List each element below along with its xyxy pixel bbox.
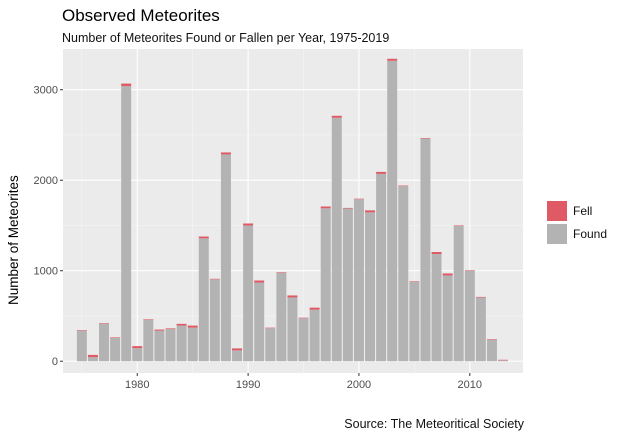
bar-fell-1979 bbox=[121, 83, 132, 87]
bar-fell-1987 bbox=[209, 278, 220, 280]
y-tick-label: 3000 bbox=[34, 85, 58, 97]
bar-fell-1999 bbox=[342, 207, 353, 209]
legend-key-fell bbox=[547, 200, 567, 221]
bar-found-1987 bbox=[209, 279, 220, 362]
x-tick-label: 1990 bbox=[236, 379, 260, 391]
bar-found-2003 bbox=[387, 60, 398, 362]
bar-fell-1983 bbox=[165, 328, 176, 330]
bars bbox=[76, 58, 509, 362]
bar-fell-2010 bbox=[464, 270, 475, 271]
bar-fell-1989 bbox=[232, 348, 243, 351]
bar-found-2013 bbox=[498, 360, 509, 362]
bar-fell-2009 bbox=[453, 225, 464, 226]
bar-fell-2008 bbox=[442, 273, 453, 276]
bar-fell-1994 bbox=[287, 295, 298, 298]
y-tick-label: 2000 bbox=[34, 175, 58, 187]
bar-fell-1975 bbox=[76, 330, 87, 331]
bar-fell-1997 bbox=[320, 206, 331, 209]
bar-found-1976 bbox=[87, 357, 98, 362]
bar-fell-1978 bbox=[110, 337, 121, 338]
bar-found-2009 bbox=[453, 225, 464, 362]
bar-fell-2000 bbox=[353, 198, 364, 200]
bar-fell-1982 bbox=[154, 329, 165, 331]
bar-found-1994 bbox=[287, 297, 298, 362]
bar-found-1984 bbox=[176, 325, 187, 362]
bar-fell-1986 bbox=[198, 236, 209, 239]
bar-fell-2011 bbox=[475, 296, 486, 298]
bar-fell-2007 bbox=[431, 251, 442, 254]
legend: Fell Found bbox=[547, 199, 607, 245]
bar-found-1979 bbox=[121, 86, 132, 362]
bar-fell-2012 bbox=[486, 339, 497, 340]
legend-item-found: Found bbox=[547, 222, 607, 245]
legend-item-fell: Fell bbox=[547, 199, 607, 222]
x-tick-label: 2010 bbox=[458, 379, 482, 391]
bar-fell-1977 bbox=[99, 323, 109, 324]
bar-found-2012 bbox=[486, 339, 497, 362]
bar-fell-1984 bbox=[176, 323, 187, 326]
legend-label-fell: Fell bbox=[573, 203, 593, 218]
bar-found-2001 bbox=[365, 212, 376, 362]
y-tick-label: 1000 bbox=[34, 266, 58, 278]
bar-fell-1985 bbox=[187, 325, 198, 328]
y-tick-label: 0 bbox=[52, 356, 58, 368]
bar-fell-1992 bbox=[265, 327, 276, 329]
legend-key-found bbox=[547, 223, 567, 244]
bar-found-1989 bbox=[232, 350, 243, 362]
bar-found-1982 bbox=[154, 330, 165, 362]
bar-found-1991 bbox=[254, 282, 265, 362]
bar-fell-1995 bbox=[298, 317, 309, 319]
bar-found-2002 bbox=[376, 173, 387, 362]
bar-fell-1981 bbox=[143, 319, 154, 320]
bar-fell-2013 bbox=[498, 359, 509, 361]
bar-fell-1990 bbox=[243, 223, 254, 226]
bar-found-2010 bbox=[464, 270, 475, 362]
bar-fell-1998 bbox=[331, 115, 342, 118]
bar-found-1993 bbox=[276, 272, 287, 362]
bar-found-1985 bbox=[187, 327, 198, 362]
bar-fell-1976 bbox=[87, 354, 98, 358]
chart-subtitle: Number of Meteorites Found or Fallen per… bbox=[62, 31, 390, 45]
x-tick-label: 2000 bbox=[347, 379, 371, 391]
bar-found-1992 bbox=[265, 328, 276, 362]
bar-fell-1988 bbox=[220, 152, 231, 155]
bar-found-1999 bbox=[342, 208, 353, 362]
chart-title: Observed Meteorites bbox=[62, 6, 220, 25]
bar-fell-1993 bbox=[276, 272, 287, 273]
bar-found-1978 bbox=[110, 337, 121, 362]
bar-found-2006 bbox=[420, 138, 431, 362]
bar-found-1975 bbox=[76, 330, 87, 362]
bar-fell-2005 bbox=[409, 281, 420, 282]
bar-fell-1991 bbox=[254, 280, 265, 283]
bar-fell-2003 bbox=[387, 58, 398, 61]
bar-fell-2004 bbox=[398, 185, 409, 187]
bar-found-2008 bbox=[442, 275, 453, 362]
bar-found-1995 bbox=[298, 318, 309, 362]
bar-found-1980 bbox=[132, 348, 143, 362]
bar-found-2000 bbox=[353, 199, 364, 362]
bar-found-1990 bbox=[243, 225, 254, 362]
bar-found-2007 bbox=[431, 253, 442, 362]
bar-found-1996 bbox=[309, 309, 320, 362]
axes: 1980 1990 2000 2010 0 1000 2000 3000 bbox=[34, 85, 483, 391]
bar-found-1997 bbox=[320, 208, 331, 362]
bar-found-2004 bbox=[398, 186, 409, 362]
bar-found-1986 bbox=[198, 238, 209, 362]
bar-found-2005 bbox=[409, 281, 420, 362]
bar-found-1981 bbox=[143, 319, 154, 362]
bar-fell-2006 bbox=[420, 138, 431, 139]
chart-caption: Source: The Meteoritical Society bbox=[344, 417, 524, 431]
bar-found-1998 bbox=[331, 117, 342, 362]
bar-fell-2001 bbox=[365, 210, 376, 213]
legend-label-found: Found bbox=[573, 226, 608, 241]
bar-fell-1996 bbox=[309, 307, 320, 310]
bar-found-1988 bbox=[220, 154, 231, 362]
x-tick-label: 1980 bbox=[125, 379, 149, 391]
bar-found-1983 bbox=[165, 329, 176, 362]
bar-found-2011 bbox=[475, 297, 486, 362]
bar-fell-2002 bbox=[376, 171, 387, 174]
bar-found-1977 bbox=[99, 323, 109, 362]
bar-fell-1980 bbox=[132, 346, 143, 349]
